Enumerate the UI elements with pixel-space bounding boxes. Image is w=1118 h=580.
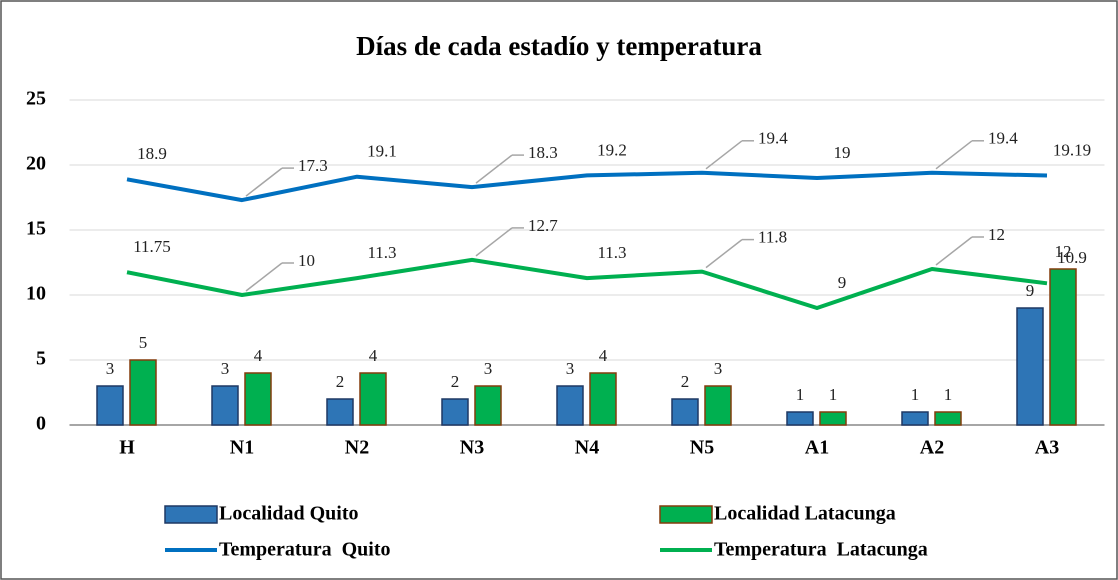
bar [556,385,584,426]
bar-value-label: 9 [1026,281,1035,300]
y-tick-label: 15 [26,218,46,240]
bar [359,372,387,426]
legend-label: Temperatura Latacunga [714,539,928,561]
y-tick-label: 10 [26,283,46,305]
line [126,170,1048,203]
line-value-label: 11.75 [133,237,171,256]
y-tick-label: 0 [36,413,46,435]
legend-label: Temperatura Quito [219,539,390,561]
leader-line [935,236,973,266]
line-value-label: 12 [988,225,1005,244]
line-value-label: 9 [838,273,847,292]
y-tick-label: 5 [36,348,46,370]
bar-value-label: 12 [1055,242,1072,261]
legend-label: Localidad Quito [219,503,358,525]
leader-line [245,262,283,292]
legend-swatch [659,505,713,524]
line-value-label: 17.3 [298,156,328,175]
bar-value-label: 3 [221,359,230,378]
line-value-label: 19.4 [758,129,788,148]
y-tick-label: 25 [26,88,46,110]
line-value-label: 18.9 [137,144,167,163]
bar-value-label: 1 [944,385,953,404]
bar [441,398,469,426]
bar-value-label: 1 [796,385,805,404]
y-tick-label: 20 [26,153,46,175]
bar-value-label: 3 [484,359,493,378]
bar-value-label: 3 [566,359,575,378]
x-tick-label: H [119,437,135,459]
bar-value-label: 1 [911,385,920,404]
line-value-label: 10.9 [1057,248,1087,267]
bar-value-label: 3 [106,359,115,378]
line-value-label: 19.2 [597,140,627,159]
leader-line [475,154,513,184]
line-value-label: 12.7 [528,216,558,235]
bar [326,398,354,426]
leader-line [705,239,743,269]
bar-value-label: 4 [599,346,608,365]
bar [474,385,502,426]
line-value-label: 19.19 [1053,140,1091,159]
legend-swatch [164,505,218,524]
line-value-label: 18.3 [528,143,558,162]
bar [819,411,847,426]
x-tick-label: N1 [230,437,254,459]
bar-value-label: 2 [451,372,460,391]
leader-line [245,167,283,197]
bar [786,411,814,426]
line-value-label: 11.3 [597,243,626,262]
x-tick-label: A3 [1035,437,1059,459]
line-value-label: 19 [834,143,851,162]
bar [1016,307,1044,426]
x-tick-label: N3 [460,437,484,459]
bar [129,359,157,426]
bar [589,372,617,426]
bar [704,385,732,426]
bar [934,411,962,426]
bar [244,372,272,426]
chart-title: Días de cada estadío y temperatura [356,31,762,61]
leader-line [935,140,973,170]
line-value-label: 11.8 [758,228,787,247]
bar [1049,268,1077,426]
bar-value-label: 5 [139,333,148,352]
bar [96,385,124,426]
line-value-label: 10 [298,251,315,270]
x-tick-label: N4 [575,437,599,459]
bar-value-label: 3 [714,359,723,378]
x-tick-label: N5 [690,437,714,459]
bar [901,411,929,426]
bar-value-label: 1 [829,385,838,404]
legend-label: Localidad Latacunga [714,503,896,525]
bar [671,398,699,426]
bar-value-label: 4 [369,346,378,365]
bar-value-label: 2 [681,372,690,391]
x-tick-label: A1 [805,437,829,459]
leader-line [475,227,513,257]
line-value-label: 11.3 [367,243,396,262]
bar-value-label: 4 [254,346,263,365]
x-tick-label: A2 [920,437,944,459]
line [126,257,1048,310]
line-value-label: 19.1 [367,142,397,161]
bar [211,385,239,426]
bar-value-label: 2 [336,372,345,391]
x-tick-label: N2 [345,437,369,459]
leader-line [705,140,743,170]
line-value-label: 19.4 [988,129,1018,148]
